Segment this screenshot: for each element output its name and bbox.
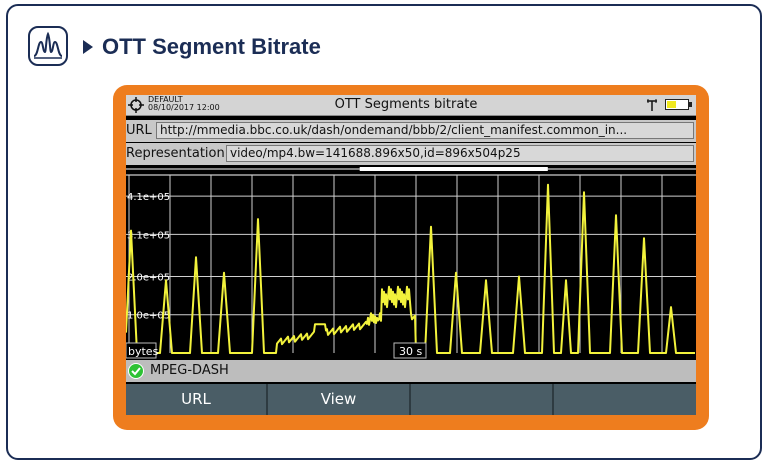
url-row[interactable]: URL http://mmedia.bbc.co.uk/dash/ondeman… — [126, 120, 696, 142]
unit-label-box — [126, 342, 157, 359]
battery-icon — [665, 99, 689, 110]
softkey-3[interactable] — [411, 384, 554, 415]
bitrate-series-line — [126, 183, 695, 354]
y-tick-label: 4.1e+05 — [127, 192, 170, 203]
url-label: URL — [126, 123, 152, 138]
battery-tip — [689, 102, 692, 107]
softkey-view[interactable]: View — [268, 384, 411, 415]
y-tick-label: 3.1e+05 — [127, 230, 170, 241]
url-field[interactable]: http://mmedia.bbc.co.uk/dash/ondemand/bb… — [156, 122, 694, 139]
representation-label: Representation — [126, 146, 225, 161]
y-tick-label: 1.0e+05 — [127, 311, 170, 322]
datetime: 08/10/2017 12:00 — [148, 103, 220, 112]
crosshair-icon — [128, 97, 144, 113]
battery-level — [667, 101, 676, 108]
spectrum-icon — [28, 26, 68, 66]
page-title: OTT Segment Bitrate — [102, 34, 321, 59]
time-label-box — [393, 342, 427, 359]
device-screen: DEFAULT 08/10/2017 12:00 OTT Segments bi… — [126, 95, 696, 415]
profile-name: DEFAULT — [148, 95, 183, 104]
bitrate-chart: 4.1e+05 3.1e+05 2.0e+05 1.0e+05 bytes 30 s — [126, 167, 696, 359]
screen-title: OTT Segments bitrate — [334, 97, 478, 112]
y-axis-labels: 4.1e+05 3.1e+05 2.0e+05 1.0e+05 — [127, 192, 170, 322]
check-circle-icon — [128, 363, 144, 379]
top-status-bar: DEFAULT 08/10/2017 12:00 OTT Segments bi… — [126, 95, 696, 116]
softkey-4[interactable] — [554, 384, 696, 415]
antenna-icon — [647, 99, 657, 111]
unit-label: bytes — [128, 345, 159, 358]
status-bar: MPEG-DASH — [126, 360, 696, 382]
representation-row[interactable]: Representation video/mp4.bw=141688.896x5… — [126, 143, 696, 165]
representation-field[interactable]: video/mp4.bw=141688.896x50,id=896x504p25 — [226, 145, 694, 162]
profile-info: DEFAULT 08/10/2017 12:00 — [148, 96, 220, 112]
chevron-right-icon — [83, 40, 93, 54]
softkey-bar: URL View — [126, 384, 696, 415]
time-label: 30 s — [399, 345, 422, 358]
status-text: MPEG-DASH — [150, 363, 229, 378]
softkey-url[interactable]: URL — [126, 384, 268, 415]
y-tick-label: 2.0e+05 — [127, 272, 170, 283]
